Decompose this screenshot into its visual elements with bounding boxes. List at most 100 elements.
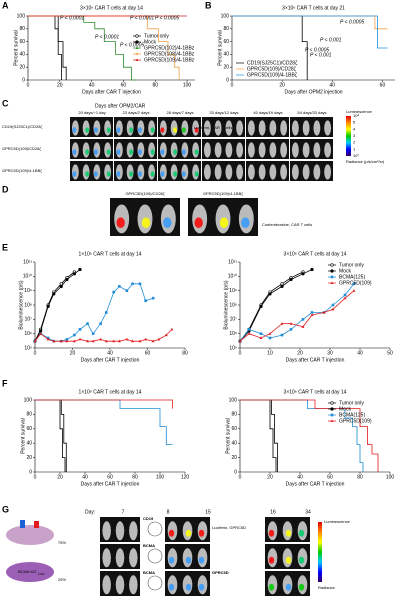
point [343,293,347,297]
point [144,299,147,302]
mouse [236,120,244,136]
signal [181,127,186,133]
annotation: P < 0.0001 [60,15,84,21]
image-panel [158,139,201,159]
series-line [232,15,388,30]
image-panel [114,139,157,159]
point [117,339,121,343]
y-tick-label: 10¹¹ [228,259,237,265]
point [157,337,161,341]
legend-marker [330,407,334,411]
x-tick-label: 60 [107,474,113,480]
legend-marker [330,269,334,273]
mouse [115,548,125,568]
legend-marker [135,46,139,50]
x-axis-label: Days after CAR T injection [286,357,345,363]
legend-label: BCMA(125) [339,274,365,280]
y-tick-label: 10⁵ [229,345,237,351]
row-label: BCMA [143,570,155,575]
legend-label: GPRC5D(102)/4-1BBz [144,45,195,51]
x-tick-label: 80 [357,474,363,480]
signal [285,583,292,591]
image-panel [290,117,333,137]
column-label: 40 days/19 days [253,110,282,115]
annotation: P < 0.0005 [120,42,144,48]
image-panel [246,161,289,181]
signal [168,556,175,564]
signal [72,171,77,177]
day: 15 [205,509,211,515]
signal [298,583,305,591]
cell [6,562,54,582]
x-tick-label: 120 [181,474,190,480]
y-tick-label: 100 [221,13,230,19]
row-label: CD19 [143,516,154,521]
signal [268,529,275,537]
series-line [35,399,173,409]
series-line [34,329,173,342]
colorbar [318,522,322,582]
annotation: P < 0.0001 [130,15,154,21]
point [280,284,284,288]
day: 34 [305,509,311,515]
point [310,267,314,272]
y-tick-label: 10¹⁰ [228,274,237,280]
signal [160,149,165,155]
point [59,339,63,343]
legend-label: Tumor only [144,33,169,39]
signal [194,171,199,177]
point [352,289,356,292]
mouse [247,164,255,180]
mouse [225,164,233,180]
signal [198,583,205,591]
series-line [28,15,62,80]
point [78,337,82,341]
mouse [214,120,222,136]
point [125,337,129,341]
point [99,322,102,325]
mouse [302,164,310,180]
mouse [324,164,332,180]
y-tick-label: 20 [231,455,237,461]
point [65,277,69,282]
point [322,310,326,314]
row-label: GPRC5D(109)/CD28ζ [2,146,41,151]
mouse [225,120,233,136]
y-tick-label: 10⁹ [229,288,237,294]
image-label: GPRC5D(109)/CD28ζ [125,191,164,196]
signal [85,149,90,155]
column-label: 54 days/33 days [297,110,326,115]
signal [129,171,134,177]
signal [141,217,151,229]
point [86,339,89,343]
image-panel [290,161,333,181]
mouse [291,142,299,158]
image-panel [158,161,201,181]
signal [160,127,165,133]
signal [85,171,90,177]
row-label: BCMA [143,543,155,548]
column-label: 28 days/7 days [167,110,194,115]
x-tick-label: 20 [70,350,76,356]
y-tick-label: 10⁵ [24,345,32,351]
mouse [324,142,332,158]
image-panel [246,139,289,159]
y-tick-label: 60 [26,426,32,432]
signal [168,529,175,537]
percent: 25% [58,577,66,582]
day-label: Day: [85,509,95,515]
legend-label: GPRC5D(109)/4-1BBζ [247,72,298,78]
signal [116,171,121,177]
signal [150,149,155,155]
image-panel [158,117,201,137]
note: Coelenterazine, CAR T cells [262,222,312,227]
point [138,339,142,343]
point [39,329,43,333]
series-line [35,399,173,445]
y-tick-label: 10⁹ [24,288,32,294]
signal [72,127,77,133]
signal [298,529,305,537]
image-panel [114,161,157,181]
y-tick-label: 10⁸ [24,302,32,308]
x-tick-label: 20 [297,350,303,356]
